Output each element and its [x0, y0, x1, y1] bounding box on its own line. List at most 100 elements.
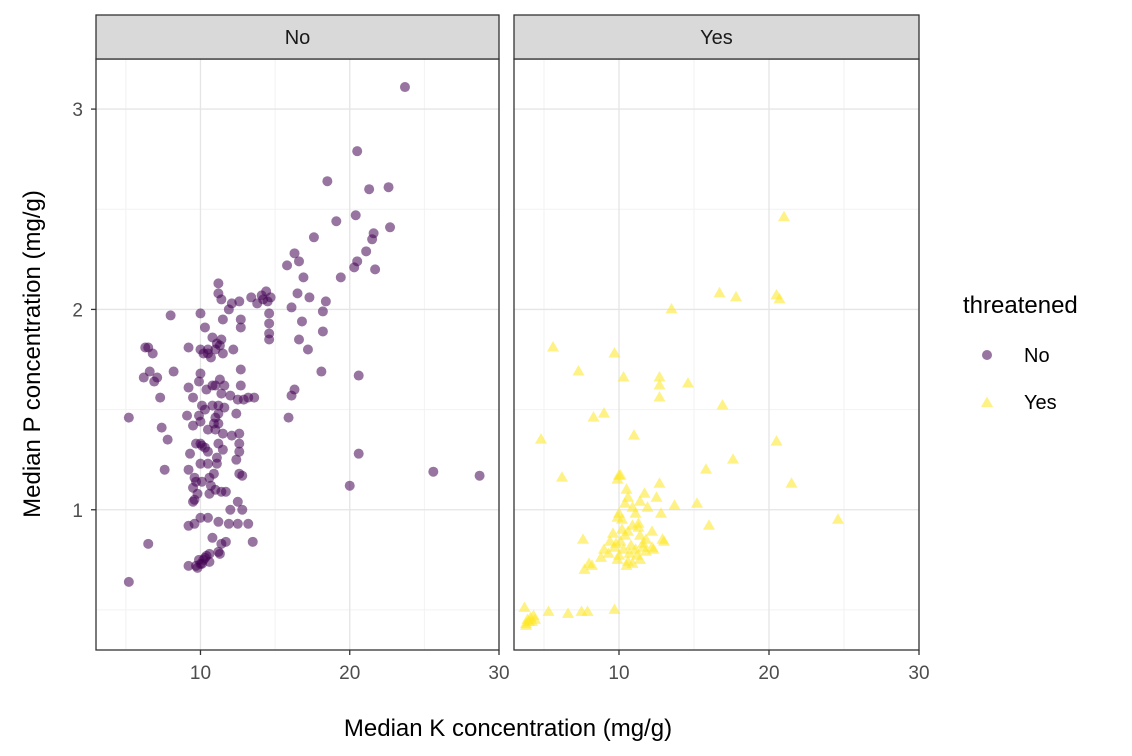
data-point: [235, 322, 246, 333]
data-point: [149, 376, 160, 387]
data-point: [156, 422, 167, 433]
data-point: [293, 334, 304, 345]
y-tick-label: 3: [72, 100, 83, 121]
data-point: [399, 82, 410, 93]
facet-strip: [513, 14, 920, 60]
data-point: [235, 314, 246, 325]
data-point: [534, 433, 548, 444]
x-tick-label: 30: [908, 663, 929, 684]
data-point: [165, 310, 176, 321]
data-point: [317, 306, 328, 317]
data-point: [608, 541, 621, 552]
data-point: [283, 412, 294, 423]
data-point: [629, 507, 642, 518]
data-point: [216, 294, 227, 305]
data-point: [292, 288, 303, 299]
data-point: [123, 576, 134, 587]
data-point: [234, 438, 245, 449]
data-point: [252, 298, 263, 309]
data-point: [188, 420, 199, 431]
data-point: [653, 391, 666, 402]
data-point: [202, 348, 213, 359]
data-point: [623, 547, 636, 558]
data-point: [147, 348, 158, 359]
legend: threatened No Yes: [963, 292, 1078, 414]
data-point: [713, 286, 726, 298]
x-axis: 10 20 30: [190, 650, 510, 684]
data-point: [668, 499, 681, 510]
data-point: [654, 507, 668, 518]
data-point: [657, 535, 671, 546]
data-point: [690, 497, 704, 508]
data-point: [317, 326, 328, 337]
legend-item-yes: Yes: [980, 392, 1057, 414]
y-axis-title: Median P concentration (mg/g): [19, 190, 46, 518]
data-point: [770, 435, 783, 446]
data-point: [349, 262, 360, 273]
facet-strip: [95, 14, 500, 60]
data-point: [159, 464, 170, 475]
legend-item-no: No: [982, 345, 1050, 367]
data-point: [238, 394, 249, 405]
data-point: [196, 476, 207, 487]
data-point: [331, 216, 342, 227]
x-axis-title: Median K concentration (mg/g): [344, 715, 672, 742]
data-point: [216, 486, 227, 497]
points: [123, 82, 485, 587]
data-point: [235, 380, 246, 391]
x-tick-label: 20: [758, 663, 779, 684]
data-point: [231, 454, 242, 465]
data-point: [298, 272, 309, 283]
data-point: [316, 366, 327, 377]
legend-label: No: [1024, 345, 1050, 367]
y-tick-label: 1: [72, 501, 83, 522]
data-point: [282, 260, 293, 271]
data-point: [195, 458, 206, 469]
data-point: [249, 392, 260, 403]
data-point: [183, 342, 194, 353]
data-point: [204, 488, 215, 499]
data-point: [519, 619, 533, 630]
data-point: [213, 278, 224, 289]
data-point: [335, 272, 346, 283]
y-axis: 1 2 3: [72, 100, 96, 522]
data-point: [223, 518, 234, 529]
data-point: [214, 548, 225, 559]
data-point: [352, 146, 363, 157]
data-point: [614, 469, 627, 480]
data-point: [183, 560, 194, 571]
data-point: [193, 376, 204, 387]
data-point: [617, 543, 630, 554]
data-point: [204, 472, 215, 483]
x-tick-label: 10: [190, 663, 211, 684]
data-point: [653, 477, 666, 488]
x-tick-label: 30: [488, 663, 509, 684]
data-point: [202, 424, 213, 435]
panel-background: [514, 59, 919, 650]
data-point: [831, 513, 845, 524]
data-point: [428, 466, 439, 477]
data-point: [289, 248, 300, 259]
x-tick-label: 20: [339, 663, 360, 684]
legend-label: Yes: [1024, 392, 1057, 414]
data-point: [225, 390, 236, 401]
data-point: [618, 529, 632, 540]
data-point: [602, 547, 615, 558]
data-point: [202, 458, 213, 469]
data-point: [665, 302, 678, 314]
data-point: [606, 527, 620, 538]
data-point: [195, 368, 206, 379]
data-point: [370, 264, 381, 275]
data-point: [168, 366, 179, 377]
data-point: [286, 390, 297, 401]
data-point: [234, 446, 245, 457]
data-point: [183, 464, 194, 475]
data-point: [576, 533, 590, 544]
data-point: [546, 341, 560, 352]
data-point: [681, 377, 695, 388]
data-point: [217, 348, 228, 359]
data-point: [216, 388, 227, 399]
data-point: [264, 334, 275, 345]
data-point: [633, 495, 647, 506]
